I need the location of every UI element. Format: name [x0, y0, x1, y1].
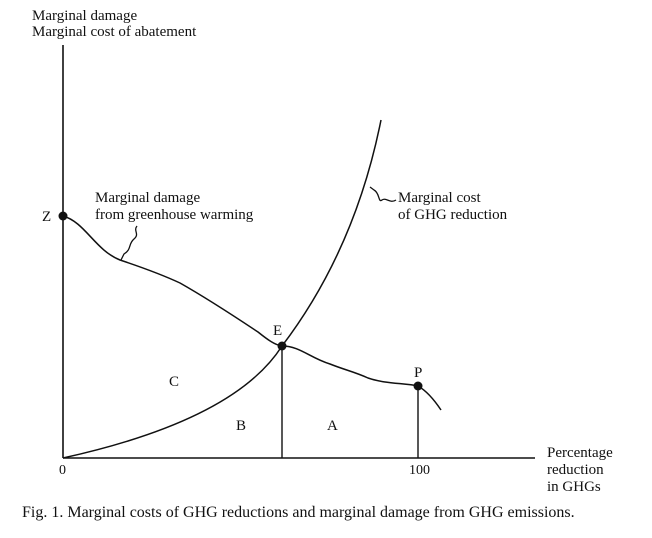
cost-label-pointer [369, 186, 397, 202]
point-z-marker [58, 211, 68, 221]
point-z-label: Z [42, 209, 51, 225]
damage-curve-label-line2: from greenhouse warming [95, 207, 254, 223]
marginal-cost-curve [62, 119, 382, 459]
damage-curve-label-line1: Marginal damage [95, 190, 200, 206]
cost-curve-label-line2: of GHG reduction [398, 207, 508, 223]
point-p-label: P [414, 365, 422, 381]
y-axis-label-line1: Marginal damage [32, 8, 137, 24]
x-tick-0: 0 [59, 463, 66, 478]
point-e-marker [277, 341, 287, 351]
x-axis-label-line2: reduction [547, 462, 604, 478]
x-axis-label-line1: Percentage [547, 445, 613, 461]
x-tick-100: 100 [409, 463, 430, 478]
x-axis-label-line3: in GHGs [547, 479, 601, 495]
y-axis-label-line2: Marginal cost of abatement [32, 24, 197, 40]
region-b-label: B [236, 418, 246, 434]
point-e-label: E [273, 323, 282, 339]
figure-caption: Fig. 1. Marginal costs of GHG reductions… [22, 504, 575, 521]
region-a-label: A [327, 418, 338, 434]
damage-label-pointer [120, 225, 138, 261]
region-c-label: C [169, 374, 179, 390]
cost-curve-label-line1: Marginal cost [398, 190, 481, 206]
marginal-damage-curve [62, 215, 442, 411]
point-p-marker [413, 381, 423, 391]
